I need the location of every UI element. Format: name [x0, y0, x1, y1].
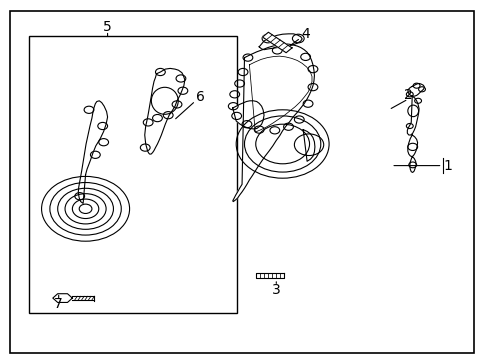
- Text: 5: 5: [103, 20, 112, 34]
- Polygon shape: [259, 34, 302, 50]
- Polygon shape: [407, 84, 424, 96]
- Text: 7: 7: [54, 297, 63, 311]
- Bar: [29, 36, 237, 313]
- Text: 4: 4: [301, 27, 309, 41]
- Text: 1: 1: [442, 159, 451, 172]
- Polygon shape: [232, 101, 264, 129]
- Text: 2: 2: [403, 89, 412, 102]
- Polygon shape: [255, 273, 284, 278]
- Polygon shape: [407, 135, 417, 157]
- Polygon shape: [78, 101, 107, 203]
- Polygon shape: [53, 294, 72, 302]
- Polygon shape: [144, 68, 184, 154]
- Polygon shape: [232, 44, 314, 202]
- Polygon shape: [262, 32, 291, 53]
- Polygon shape: [407, 96, 418, 135]
- Polygon shape: [409, 157, 415, 172]
- Text: 3: 3: [271, 283, 280, 297]
- Text: 6: 6: [196, 90, 204, 104]
- Polygon shape: [303, 130, 314, 161]
